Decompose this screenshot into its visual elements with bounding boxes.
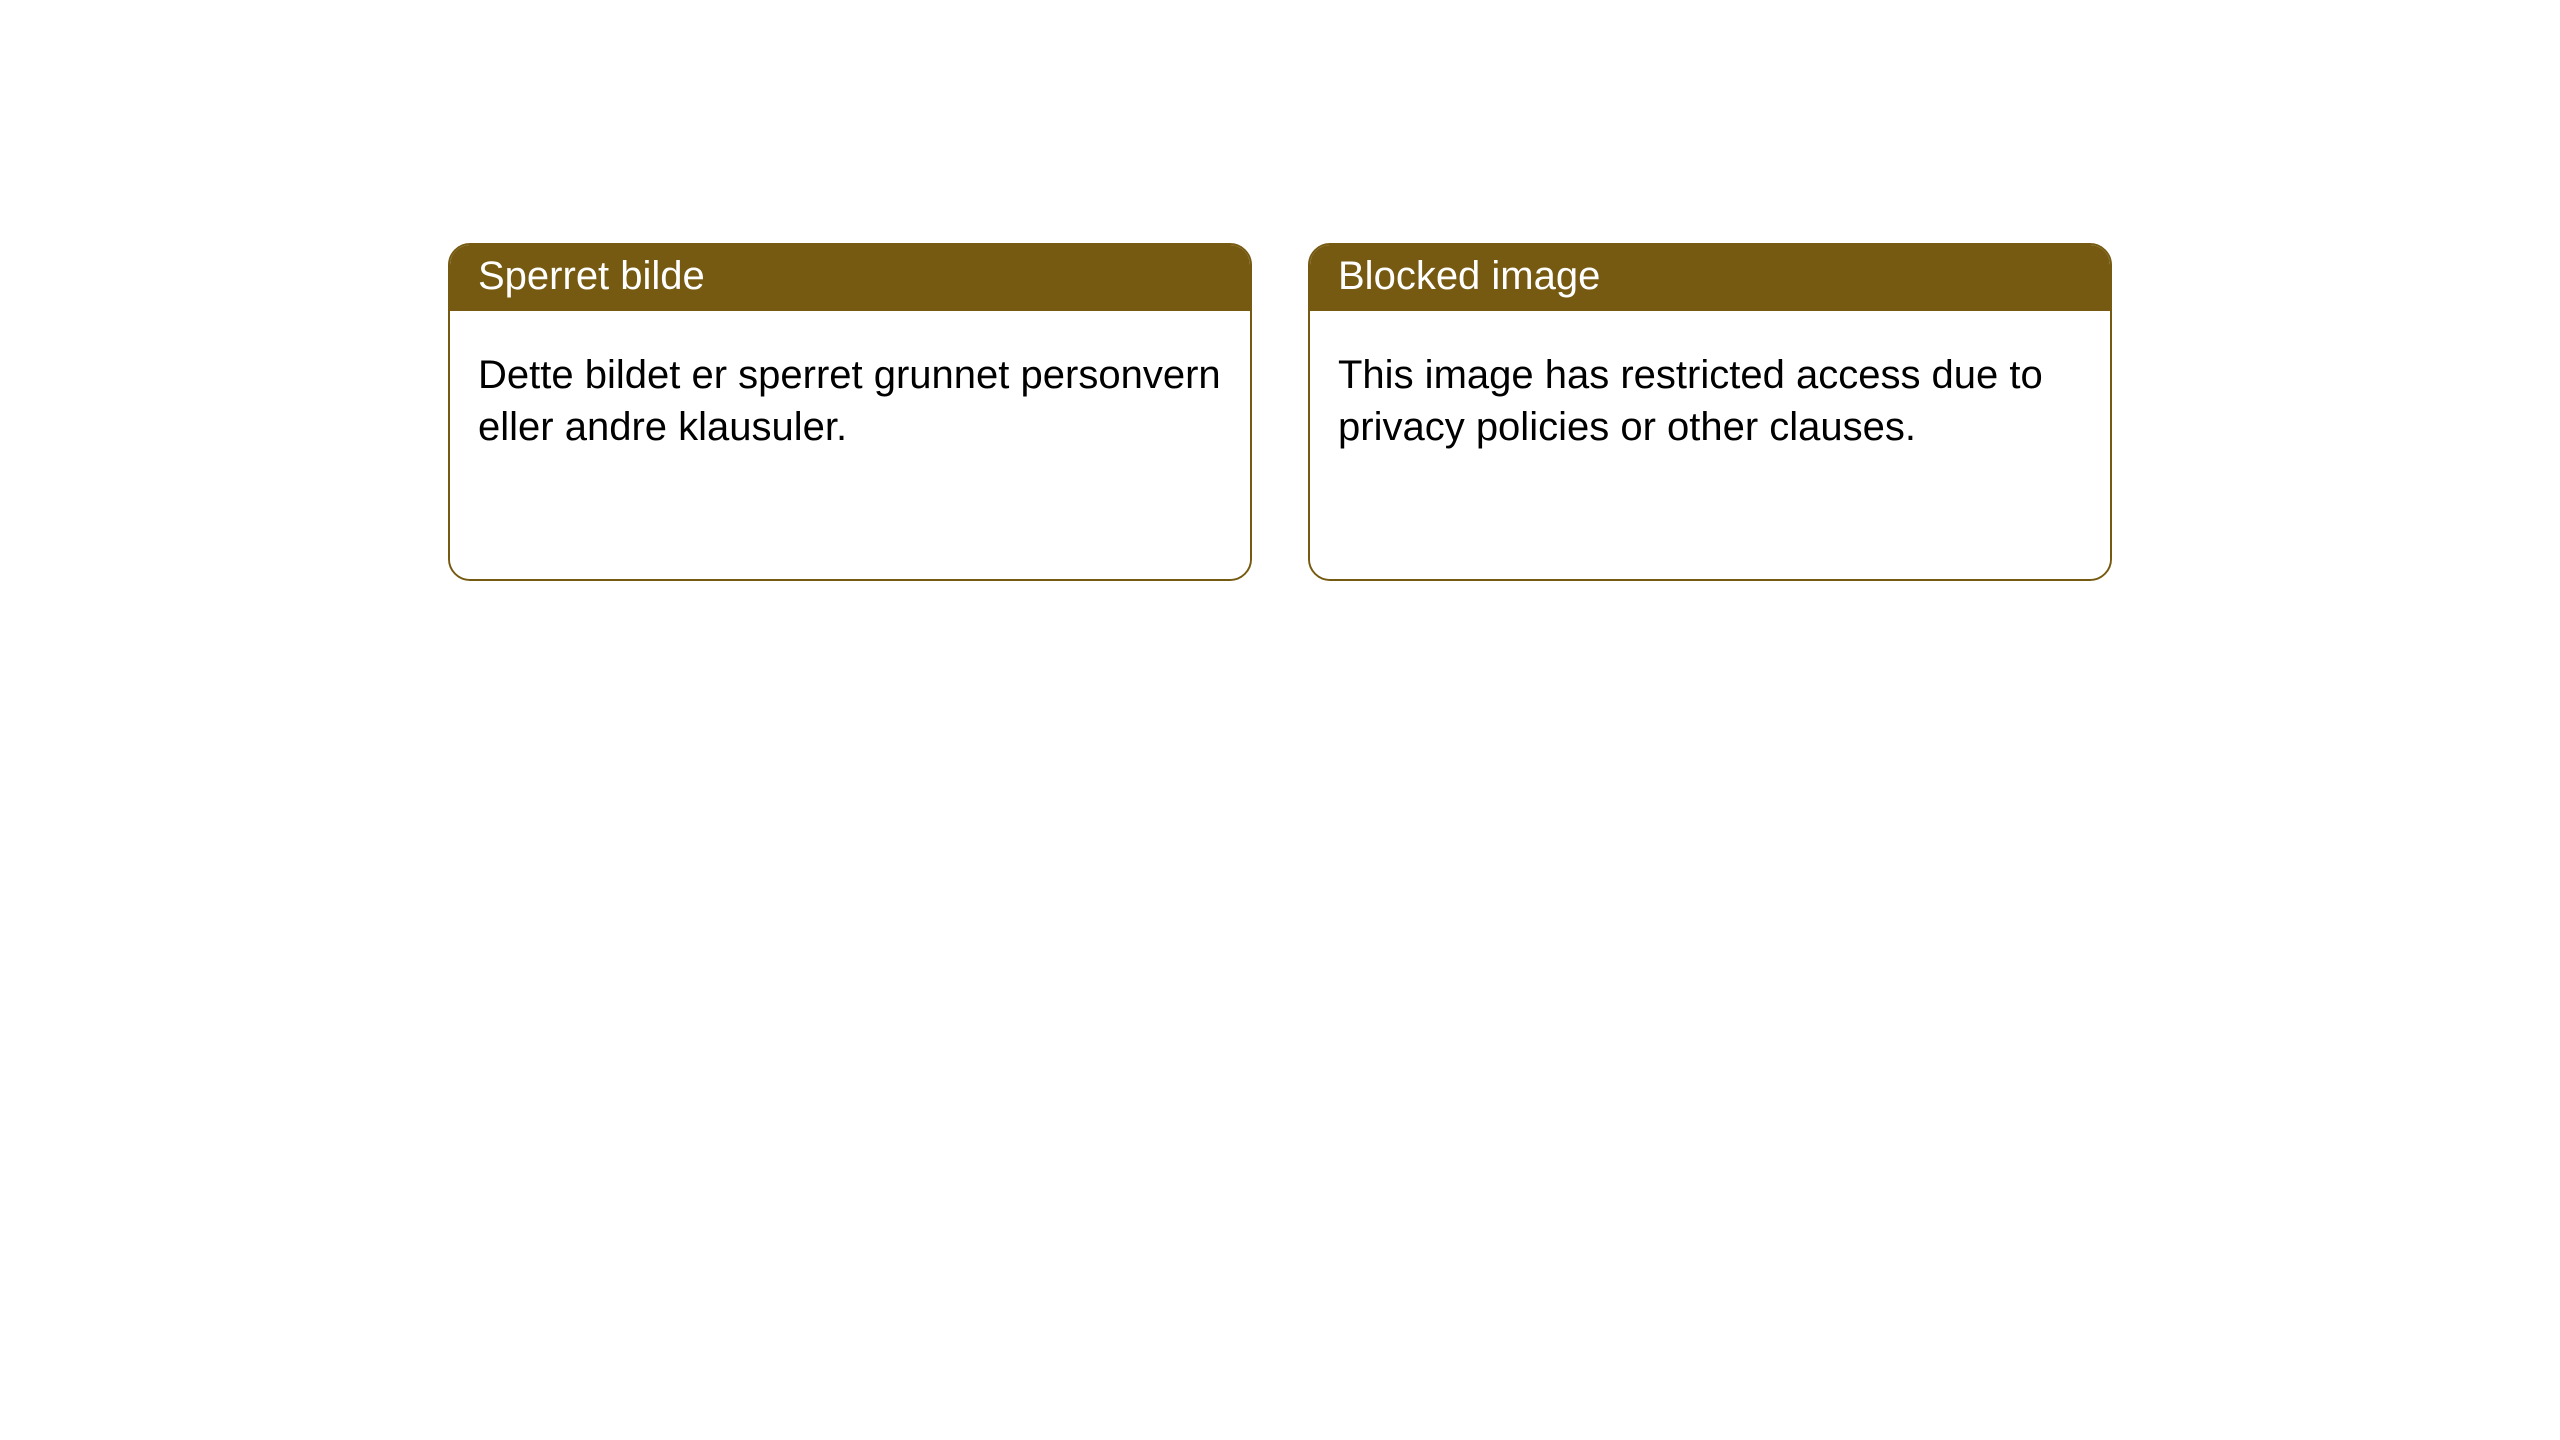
notice-card-title: Sperret bilde — [450, 245, 1250, 311]
notice-card-no: Sperret bilde Dette bildet er sperret gr… — [448, 243, 1252, 581]
notice-cards-container: Sperret bilde Dette bildet er sperret gr… — [0, 0, 2560, 581]
notice-card-en: Blocked image This image has restricted … — [1308, 243, 2112, 581]
notice-card-body: Dette bildet er sperret grunnet personve… — [450, 311, 1250, 579]
notice-card-body: This image has restricted access due to … — [1310, 311, 2110, 579]
notice-card-title: Blocked image — [1310, 245, 2110, 311]
